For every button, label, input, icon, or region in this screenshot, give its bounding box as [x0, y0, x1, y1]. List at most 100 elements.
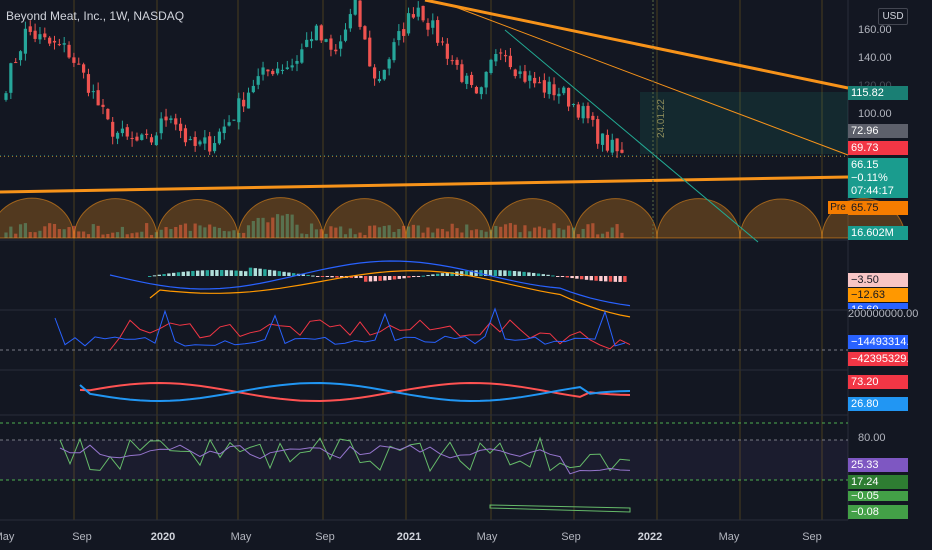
volume-bar [140, 231, 144, 238]
candle-body [193, 137, 197, 146]
candle-body [494, 54, 498, 62]
candle-body [455, 59, 459, 65]
volume-bar [169, 229, 173, 238]
volume-bar [18, 224, 23, 238]
indicator-pane-2 [0, 307, 848, 351]
candle-body [96, 90, 100, 106]
candle-body [382, 69, 386, 80]
candle-body [314, 25, 318, 41]
candle-body [513, 69, 517, 77]
volume-bar [426, 227, 430, 238]
volume-bar [537, 226, 542, 238]
macd-histogram-bar [570, 276, 574, 279]
candle-body [198, 141, 202, 145]
candle-body [474, 86, 479, 94]
target-zone [640, 92, 848, 154]
macd-histogram-bar [599, 276, 603, 282]
candle-body [91, 91, 95, 93]
cycle-arc [0, 197, 75, 239]
macd-histogram-bar [584, 276, 589, 280]
volume-bar [586, 224, 590, 238]
macd-histogram-bar [397, 276, 401, 279]
candle-body [212, 143, 217, 152]
macd-histogram-bar [551, 275, 555, 277]
macd-histogram-bar [248, 267, 253, 276]
macd-histogram-bar [532, 272, 536, 276]
macd-histogram-bar [157, 274, 161, 276]
grid [0, 0, 849, 521]
candle-body [368, 37, 372, 67]
candle-body [140, 134, 144, 140]
macd-histogram-bar [364, 276, 368, 282]
volume-bar [28, 232, 32, 238]
volume-bar [111, 232, 115, 238]
price-axis-label: 140.00 [858, 52, 892, 64]
volume-bar [373, 225, 377, 238]
macd-histogram-bar [349, 276, 353, 278]
candle-body [111, 121, 115, 137]
currency-button[interactable]: USD [878, 8, 908, 25]
candle-body [130, 137, 134, 139]
volume-bar [368, 225, 372, 238]
candle-body [426, 22, 430, 30]
macd-histogram-bar [474, 270, 478, 276]
macd-histogram-bar [498, 270, 502, 276]
macd-histogram-bar [431, 274, 435, 276]
macd-histogram-bar [608, 276, 613, 282]
volume-bar [285, 213, 289, 238]
volume-bar [164, 227, 168, 238]
volume-bar [246, 225, 251, 238]
candle-body [300, 49, 304, 63]
volume-bar [334, 227, 338, 238]
volume-bar [290, 214, 294, 238]
volume-bar [242, 232, 246, 238]
price-axis-label: 160.00 [858, 24, 892, 36]
candle-body [533, 77, 537, 84]
macd-histogram-bar [623, 276, 627, 282]
cycle-arc [405, 197, 492, 239]
x-tick-label: Sep [561, 531, 581, 543]
x-tick-label: Sep [802, 531, 822, 543]
candle-body [343, 29, 348, 41]
x-tick-label: 2020 [150, 531, 176, 543]
candle-body [174, 118, 178, 125]
macd-histogram-bar [277, 271, 281, 276]
candle-body [169, 118, 173, 120]
candle-body [411, 14, 415, 18]
volume-bar [523, 225, 527, 238]
candle-body [48, 37, 52, 44]
volume-bar [552, 223, 556, 238]
price-candles [0, 0, 848, 158]
macd-histogram-bar [575, 276, 579, 279]
volume-bar [397, 229, 401, 238]
candle-body [421, 5, 425, 21]
price-tag-high: 115.82 [848, 86, 908, 100]
x-tick-label: Sep [72, 531, 92, 543]
macd-histogram-bar [253, 268, 257, 276]
x-tick-label: May [718, 531, 740, 543]
candle-body [562, 87, 566, 94]
macd-histogram-bar [517, 271, 521, 276]
premarket-badge: Pre [828, 201, 848, 214]
candle-body [4, 93, 8, 100]
volume-bar [188, 230, 192, 238]
x-tick-label: Sep [315, 531, 335, 543]
candle-body [581, 106, 585, 119]
candle-body [571, 104, 576, 106]
macd-histogram-bar [460, 271, 464, 276]
volume-bar [392, 231, 396, 238]
volume-bar [179, 224, 183, 238]
volume-bar [406, 226, 411, 238]
candle-body [183, 128, 188, 143]
candle-body [436, 20, 440, 43]
macd-histogram-bar [220, 270, 224, 276]
macd-histogram-bar [469, 270, 473, 276]
volume-bar [431, 232, 435, 238]
volume-bar [67, 227, 71, 238]
volume-bar [266, 222, 270, 238]
cyan-trendline [504, 29, 759, 243]
candle-body [232, 119, 236, 121]
volume-bar [159, 229, 163, 238]
support-trendline [0, 175, 849, 194]
volume-bar [605, 231, 609, 238]
